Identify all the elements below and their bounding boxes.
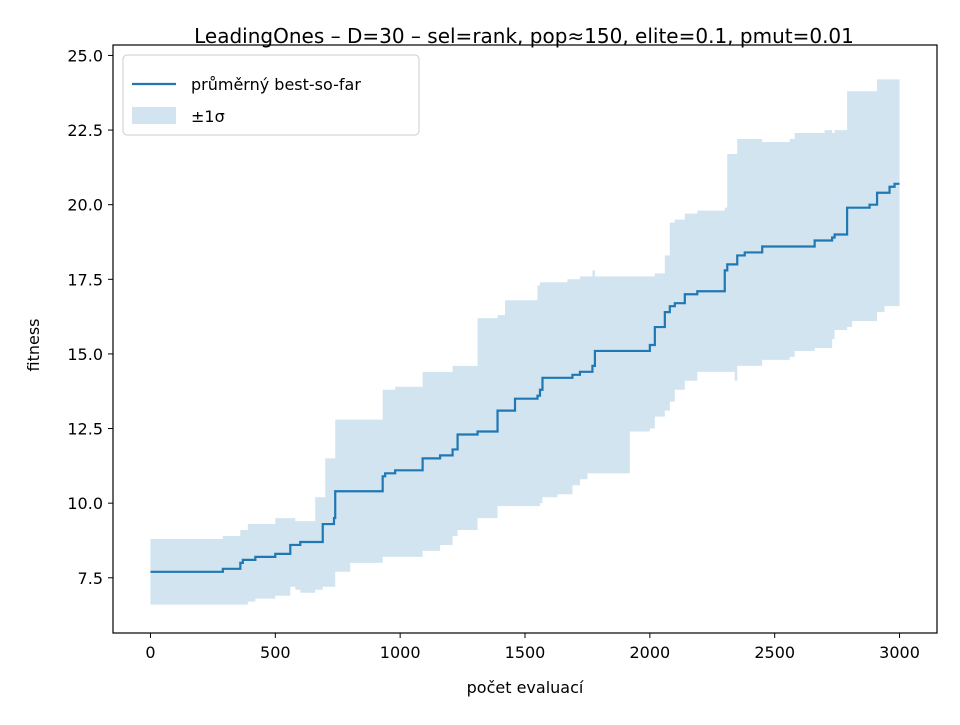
- legend-box: [122, 54, 420, 136]
- y-tick-label: 10.0: [67, 494, 103, 513]
- legend-label-line: průměrný best-so-far: [191, 75, 361, 94]
- x-tick-label: 500: [260, 643, 291, 662]
- x-axis-label: počet evaluací: [467, 678, 584, 697]
- y-tick-label: 20.0: [67, 196, 103, 215]
- x-tick-label: 2000: [629, 643, 670, 662]
- y-axis-label: fitness: [24, 318, 43, 371]
- y-tick-label: 17.5: [67, 270, 103, 289]
- legend: průměrný best-so-far ±1σ: [122, 54, 420, 136]
- y-axis-ticks: 7.5 10.0 12.5 15.0 17.5 20.0 22.5 25.0: [67, 46, 113, 588]
- x-tick-label: 3000: [879, 643, 920, 662]
- y-tick-label: 12.5: [67, 420, 103, 439]
- y-tick-label: 25.0: [67, 46, 103, 65]
- x-tick-label: 1500: [505, 643, 546, 662]
- x-axis-ticks: 0 500 1000 1500 2000 2500 3000: [145, 633, 920, 662]
- x-tick-label: 0: [145, 643, 155, 662]
- legend-label-band: ±1σ: [191, 107, 225, 126]
- std-band-layer: [150, 70, 900, 605]
- legend-band-swatch: [132, 107, 176, 124]
- std-band-area: [150, 70, 900, 605]
- x-tick-label: 1000: [380, 643, 421, 662]
- series-line-layer: [150, 182, 900, 573]
- y-tick-label: 22.5: [67, 121, 103, 140]
- y-tick-label: 7.5: [78, 569, 103, 588]
- y-tick-label: 15.0: [67, 345, 103, 364]
- chart-title: LeadingOnes – D=30 – sel=rank, pop≈150, …: [194, 24, 854, 48]
- x-tick-label: 2500: [754, 643, 795, 662]
- series-line-mean-best-so-far: [150, 182, 900, 573]
